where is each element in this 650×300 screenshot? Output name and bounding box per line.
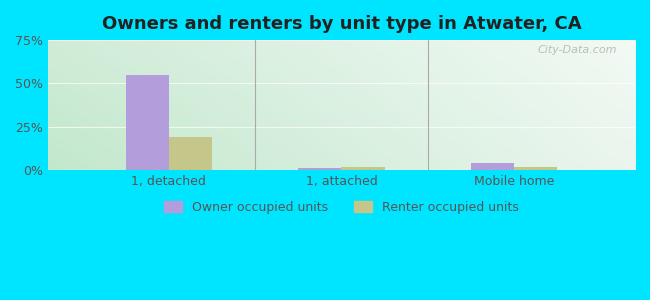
Bar xyxy=(341,167,385,170)
Legend: Owner occupied units, Renter occupied units: Owner occupied units, Renter occupied un… xyxy=(159,196,524,219)
Bar xyxy=(169,137,212,170)
Text: City-Data.com: City-Data.com xyxy=(538,45,617,55)
Title: Owners and renters by unit type in Atwater, CA: Owners and renters by unit type in Atwat… xyxy=(101,15,581,33)
Bar xyxy=(298,169,341,170)
Bar xyxy=(125,75,169,170)
Bar xyxy=(471,163,514,170)
Bar xyxy=(514,167,557,170)
